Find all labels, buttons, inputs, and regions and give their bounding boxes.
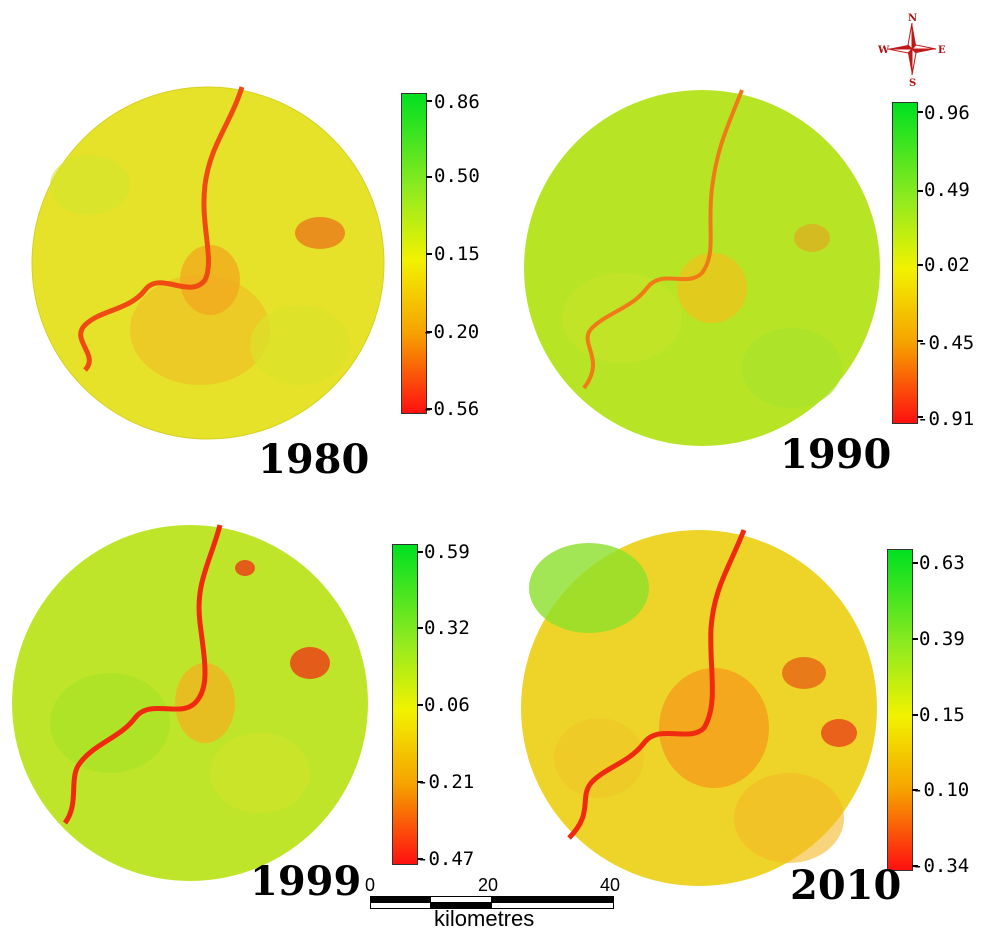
compass-east-label: E [938,45,946,56]
legend-1980-tick-3: 0.15 [434,243,480,265]
scale-label-40: 40 [600,875,621,895]
legend-2010-tick-4: -0.10 [912,779,970,801]
ndvi-map-1980 [31,86,385,440]
legend-1990-tick-4: -0.45 [917,332,975,354]
ndvi-map-2010 [521,529,877,886]
legend-1999-tick-2: 0.32 [424,617,470,639]
legend-bar-2010 [887,549,913,871]
scale-bar [370,896,614,909]
legend-1980-tick-4: -0.20 [422,321,480,343]
legend-1980-tick-min: -0.56 [422,398,480,420]
ndvi-map-1990 [524,89,880,446]
scale-unit-label: kilometres [434,906,535,931]
ndvi-map-1999 [12,524,368,881]
legend-1999-tick-min: -0.47 [417,848,475,870]
legend-1999-tick-4: -0.21 [417,771,475,793]
legend-1990-tick-2: 0.49 [924,179,970,201]
legend-1999-tick-max: 0.59 [424,541,470,563]
year-label-1990: 1990 [780,431,892,478]
legend-1990-tick-3: 0.02 [924,254,970,276]
year-label-2010: 2010 [790,862,902,909]
legend-1980-tick-2: 0.50 [434,165,480,187]
scale-label-20: 20 [478,875,499,895]
legend-bar-1999 [392,544,418,865]
compass-north-label: N [908,13,917,24]
legend-2010-tick-2: 0.39 [919,628,965,650]
legend-1990-tick-min: -0.91 [917,408,975,430]
legend-1990-tick-max: 0.96 [924,102,970,124]
compass-south-label: S [909,78,916,89]
year-label-1980: 1980 [258,436,370,483]
legend-bar-1980 [401,93,427,414]
legend-bar-1990 [892,102,918,424]
legend-1999-tick-3: 0.06 [424,694,470,716]
legend-1980-tick-max: 0.86 [434,91,480,113]
compass-west-label: W [877,45,890,56]
legend-2010-tick-min: -0.34 [912,855,970,877]
north-arrow-compass-icon: N W E S [877,13,946,89]
legend-2010-tick-3: 0.15 [919,704,965,726]
legend-2010-tick-max: 0.63 [919,552,965,574]
scale-label-0: 0 [365,875,376,895]
year-label-1999: 1999 [250,858,362,905]
